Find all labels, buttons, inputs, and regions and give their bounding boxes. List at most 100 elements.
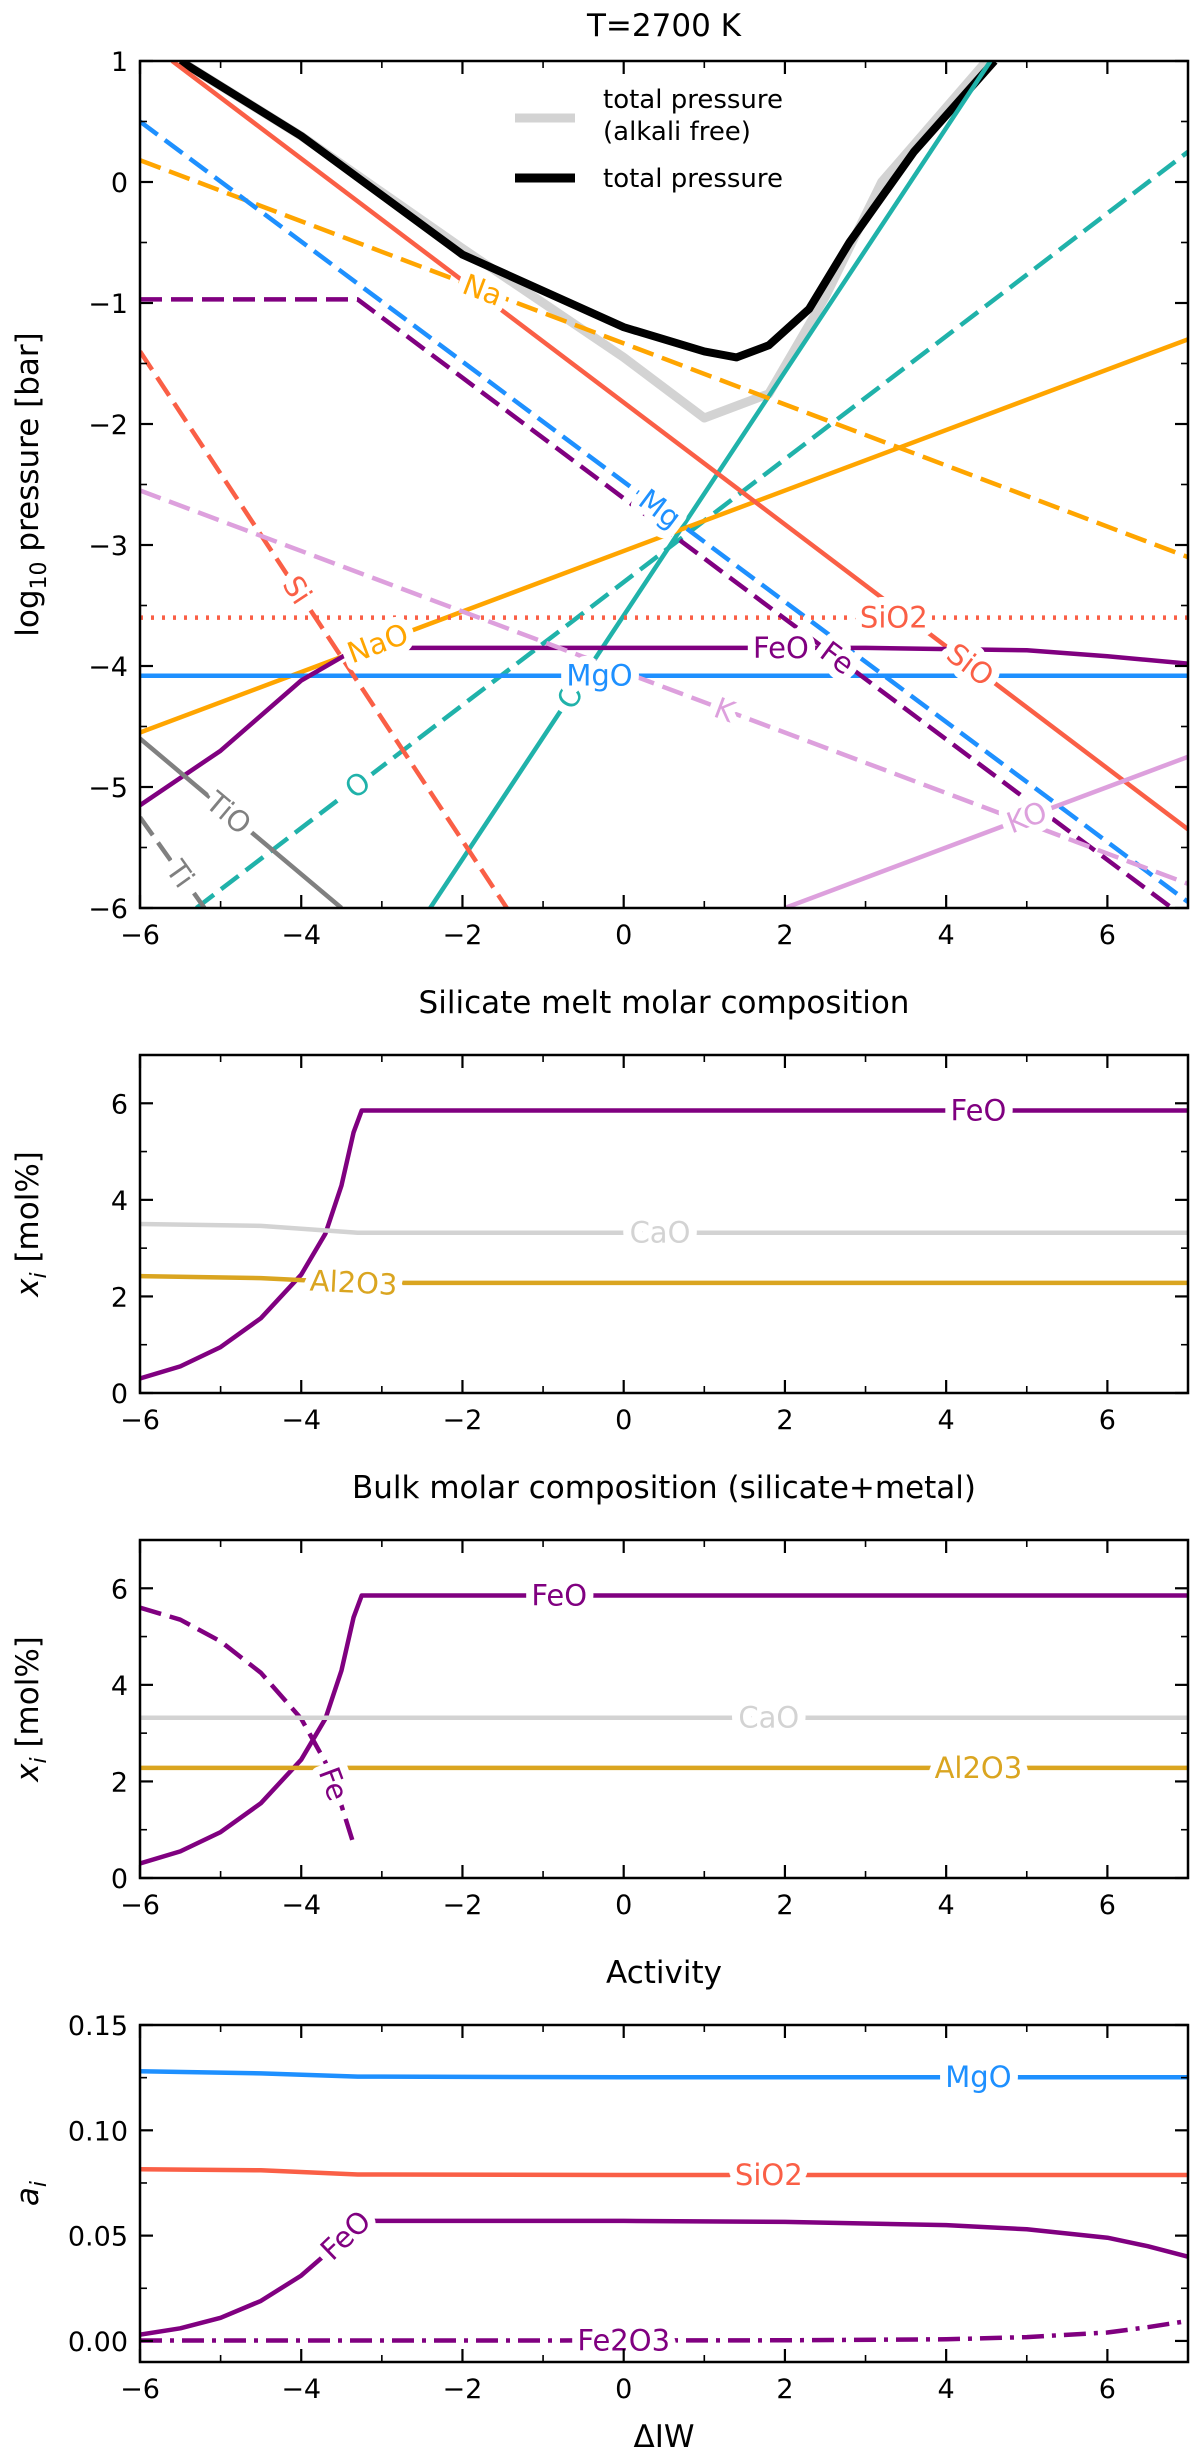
x-tick-label: −4 (281, 920, 321, 951)
y-tick-label: −6 (88, 894, 128, 925)
x-tick-label: 4 (938, 1405, 955, 1436)
x-tick-label: −2 (443, 1405, 483, 1436)
activity-ticks: −6 −4 −2 0 2 4 6 0.00 0.05 0.10 0.15 (68, 2011, 1189, 2405)
y-tick-label: 0.10 (68, 2116, 128, 2147)
y-tick-label: 0 (111, 168, 128, 199)
activity-y-axis-label-a: a (10, 2187, 46, 2206)
line-label-p1-sio2: SiO2 (860, 601, 928, 635)
series-line-p2-feo (140, 1108, 1188, 1381)
y-tick-label: −5 (88, 773, 128, 804)
series-line-p1-tio (140, 736, 343, 908)
line-label-p1-feo: FeO (753, 631, 809, 665)
series-line-p1-sio (170, 61, 1188, 832)
y-tick-label: −1 (88, 289, 128, 320)
series-line-p1-k (140, 488, 1188, 886)
x-tick-label: 6 (1099, 1405, 1116, 1436)
silicate-y-axis-label: xi [mol%] (10, 1151, 52, 1298)
y-tick-label: 0.05 (68, 2222, 128, 2253)
line-label-p2-cao: CaO (630, 1216, 691, 1250)
activity-y-axis-label-sub: i (27, 2181, 52, 2187)
x-tick-label: −6 (120, 920, 160, 951)
line-label-p3-feo: FeO (531, 1579, 587, 1613)
pressure-y-axis-label: log10 pressure [bar] (10, 332, 52, 636)
y-tick-label: −4 (88, 652, 128, 683)
series-line-p1-feo (140, 645, 1188, 808)
pressure-series-group (140, 61, 1188, 908)
x-tick-label: 6 (1099, 1890, 1116, 1921)
pressure-legend: total pressure (alkali free) total press… (515, 85, 783, 194)
y-tick-label: 1 (111, 47, 128, 78)
pressure-panel-title: T=2700 K (586, 8, 742, 44)
x-tick-label: −4 (281, 2374, 321, 2405)
x-tick-label: −6 (120, 2374, 160, 2405)
x-axis-label: ΔIW (633, 2419, 694, 2455)
y-tick-label: 0.00 (68, 2327, 128, 2358)
bulk-y-axis-label-rest: [mol%] (10, 1636, 46, 1757)
x-tick-label: 0 (615, 920, 632, 951)
bulk-y-axis-label: xi [mol%] (10, 1636, 52, 1783)
pressure-y-axis-label-rest: pressure [bar] (10, 332, 46, 561)
series-line-p1-fe (140, 297, 1176, 908)
x-tick-label: 0 (615, 2374, 632, 2405)
x-tick-label: 2 (776, 2374, 793, 2405)
series-line-p1-total-pressure (178, 61, 998, 362)
bulk-series-group (140, 1593, 1188, 1866)
legend-label-alkali-free-line2: (alkali free) (603, 117, 751, 147)
legend-label-total: total pressure (603, 164, 783, 194)
activity-series-group (140, 2069, 1188, 2343)
x-tick-label: 4 (938, 920, 955, 951)
x-tick-label: −2 (443, 2374, 483, 2405)
series-line-p3-fe (140, 1605, 356, 1845)
line-label-p2-feo: FeO (951, 1094, 1007, 1128)
x-tick-label: 6 (1099, 2374, 1116, 2405)
silicate-series-group (140, 1108, 1188, 1381)
bulk-ticks: −6 −4 −2 0 2 4 6 0 2 4 6 (111, 1539, 1189, 1921)
series-line-p1-nao (140, 337, 1188, 735)
silicate-y-axis-label-rest: [mol%] (10, 1151, 46, 1272)
line-label-p4-mgo: MgO (945, 2060, 1011, 2094)
series-line-p1-o (195, 150, 1188, 908)
series-line-p4-mgo (140, 2069, 1188, 2080)
y-tick-label: 6 (111, 1574, 128, 1605)
bulk-y-axis-label-sub: i (27, 1757, 52, 1763)
line-label-p3-cao: CaO (738, 1701, 799, 1735)
series-line-p4-sio2 (140, 2167, 1188, 2178)
x-tick-label: 2 (776, 1405, 793, 1436)
activity-y-axis-label: ai (10, 2181, 52, 2206)
y-tick-label: 6 (111, 1089, 128, 1120)
silicate-y-axis-label-sub: i (27, 1272, 52, 1278)
x-tick-label: 4 (938, 2374, 955, 2405)
series-line-p4-fe2o3 (140, 2318, 1188, 2343)
x-tick-label: 4 (938, 1890, 955, 1921)
silicate-panel-title: Silicate melt molar composition (419, 985, 910, 1021)
y-tick-label: −3 (88, 531, 128, 562)
activity-axes-frame (138, 2023, 1190, 2364)
line-label-p1-mgo: MgO (566, 659, 632, 693)
series-line-p3-feo (140, 1593, 1188, 1866)
x-tick-label: 0 (615, 1405, 632, 1436)
x-tick-label: −4 (281, 1405, 321, 1436)
x-tick-label: −2 (443, 920, 483, 951)
series-line-p2-cao (140, 1221, 1188, 1235)
series-line-p4-feo (140, 2218, 1188, 2337)
line-label-p2-al2o3: Al2O3 (309, 1264, 398, 1302)
series-line-p1-si (140, 350, 509, 908)
series-line-p2-al2o3 (140, 1273, 1188, 1286)
pressure-ticks: −6 −4 −2 0 2 4 6 −6 −5 −4 −3 −2 −1 0 1 (88, 47, 1189, 951)
series-line-p1-mg (140, 119, 1188, 904)
y-tick-label: 4 (111, 1671, 128, 1702)
x-tick-label: 2 (776, 1890, 793, 1921)
series-line-p1-ko (784, 754, 1188, 908)
x-tick-label: 6 (1099, 920, 1116, 951)
y-tick-label: 0 (111, 1864, 128, 1895)
silicate-axes-frame (138, 1053, 1190, 1395)
x-tick-label: 0 (615, 1890, 632, 1921)
x-tick-label: −6 (120, 1890, 160, 1921)
legend-label-alkali-free-line1: total pressure (603, 85, 783, 115)
bulk-axes-frame (138, 1538, 1190, 1880)
y-tick-label: 2 (111, 1767, 128, 1798)
x-tick-label: −6 (120, 1405, 160, 1436)
silicate-y-axis-label-x: x (10, 1278, 46, 1298)
